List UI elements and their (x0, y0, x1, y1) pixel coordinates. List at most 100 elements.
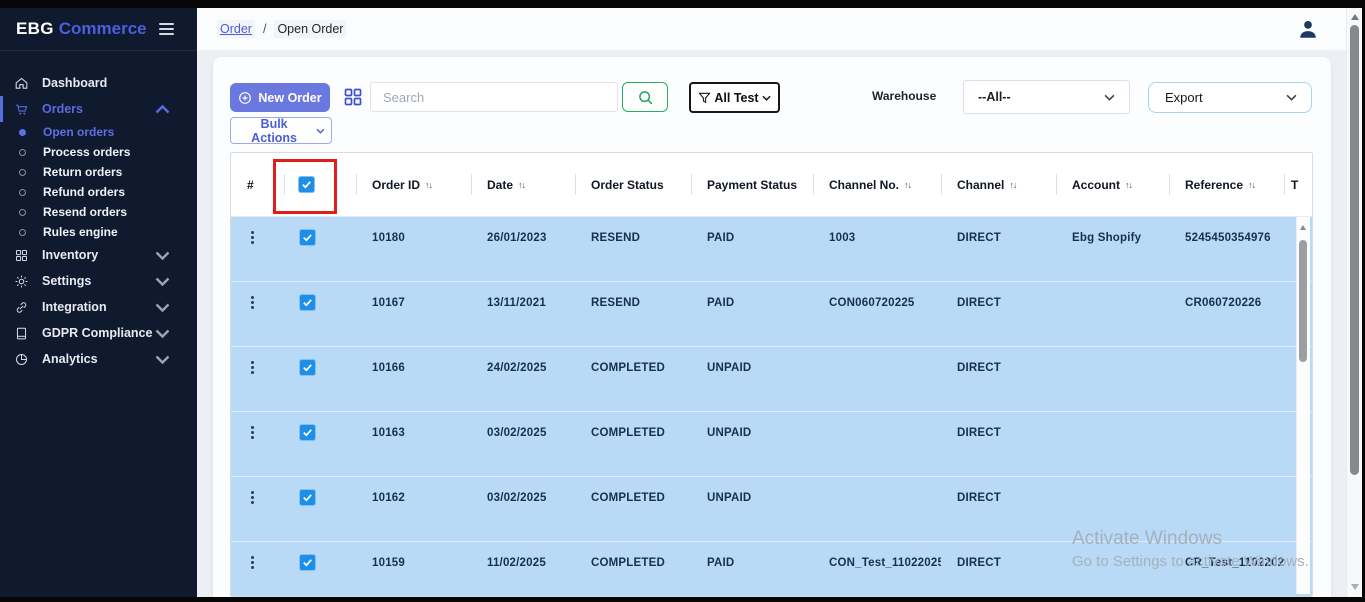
sort-arrows-icon[interactable]: ↑↓ (1125, 179, 1133, 190)
cell-date: 26/01/2023 (487, 232, 547, 244)
bulk-actions-button[interactable]: Bulk Actions (230, 117, 332, 145)
user-avatar-icon[interactable] (1297, 18, 1319, 40)
search-button[interactable] (622, 82, 668, 112)
kebab-menu-icon[interactable] (251, 361, 254, 364)
topbar: Order / Open Order (197, 8, 1346, 50)
row-checkbox[interactable] (299, 294, 316, 311)
column-header-reference[interactable]: Reference ↑↓ (1169, 153, 1284, 216)
kebab-menu-icon[interactable] (251, 491, 254, 494)
sort-arrows-icon[interactable]: ↑↓ (518, 179, 526, 190)
logo: EBG Commerce (0, 8, 197, 51)
scroll-up-arrow-icon[interactable] (1351, 14, 1359, 20)
table-scrollbar[interactable] (1296, 217, 1310, 594)
sidebar-item-analytics[interactable]: Analytics (0, 346, 197, 372)
cell-reference: CR060720226 (1185, 297, 1262, 309)
row-checkbox[interactable] (299, 229, 316, 246)
breadcrumb-order-link[interactable]: Order (217, 20, 255, 38)
cell-account (1056, 347, 1169, 411)
breadcrumb: Order / Open Order (217, 8, 347, 50)
table-row[interactable]: 10167 13/11/2021 RESEND PAID CON06072022… (231, 281, 1312, 346)
table-row[interactable]: 10163 03/02/2025 COMPLETED UNPAID DIRECT (231, 411, 1312, 476)
sidebar-item-resend-orders[interactable]: Resend orders (0, 202, 197, 222)
cell-order-id: 10180 (372, 232, 405, 244)
sidebar-item-process-orders[interactable]: Process orders (0, 142, 197, 162)
grid-view-icon[interactable] (344, 88, 362, 106)
cell-payment-status: UNPAID (707, 427, 752, 439)
cell-account (1056, 477, 1169, 541)
search-input[interactable] (370, 82, 618, 112)
document-icon (16, 327, 27, 339)
table-header: # Order ID ↑↓ Date ↑↓ Order Status Payment… (231, 153, 1312, 217)
sort-arrows-icon[interactable]: ↑↓ (1248, 179, 1256, 190)
sidebar-item-gdpr-compliance[interactable]: GDPR Compliance (0, 320, 197, 346)
kebab-menu-icon[interactable] (251, 231, 254, 234)
cell-reference (1169, 347, 1284, 411)
sidebar-item-open-orders[interactable]: Open orders (0, 122, 197, 142)
cell-order-status: RESEND (591, 297, 641, 309)
sidebar-item-rules-engine[interactable]: Rules engine (0, 222, 197, 242)
sidebar-item-integration[interactable]: Integration (0, 294, 197, 320)
sidebar-item-dashboard[interactable]: Dashboard (0, 70, 197, 96)
table-row[interactable]: 10166 24/02/2025 COMPLETED UNPAID DIRECT (231, 346, 1312, 411)
row-checkbox[interactable] (299, 359, 316, 376)
bullet-icon (19, 188, 26, 196)
sort-arrows-icon[interactable]: ↑↓ (425, 179, 433, 190)
bullet-icon (19, 228, 26, 236)
row-checkbox[interactable] (299, 424, 316, 441)
column-header-channel-no[interactable]: Channel No. ↑↓ (813, 153, 941, 216)
cell-account (1056, 542, 1169, 596)
column-header-payment-status: Payment Status (691, 153, 813, 216)
kebab-menu-icon[interactable] (251, 556, 254, 559)
kebab-menu-icon[interactable] (251, 426, 254, 429)
scroll-down-arrow-icon[interactable] (1351, 584, 1359, 590)
row-actions-cell (231, 282, 284, 346)
column-header-account[interactable]: Account ↑↓ (1056, 153, 1169, 216)
cell-order-id: 10163 (372, 427, 405, 439)
sidebar-item-settings[interactable]: Settings (0, 268, 197, 294)
table-scrollbar-thumb[interactable] (1299, 240, 1307, 362)
sort-arrows-icon[interactable]: ↑↓ (904, 179, 912, 190)
bullet-icon (19, 148, 26, 156)
row-checkbox[interactable] (299, 554, 316, 571)
page-scrollbar-thumb[interactable] (1350, 25, 1359, 475)
column-header-channel[interactable]: Channel ↑↓ (941, 153, 1056, 216)
cell-order-status: COMPLETED (591, 557, 665, 569)
window-top-edge (0, 0, 1365, 8)
warehouse-select[interactable]: --All-- (963, 80, 1130, 114)
cell-order-id: 10162 (372, 492, 405, 504)
column-header-date[interactable]: Date ↑↓ (471, 153, 575, 216)
sort-arrows-icon[interactable]: ↑↓ (1009, 179, 1017, 190)
chevron-down-icon (155, 274, 183, 289)
select-all-checkbox[interactable] (298, 176, 315, 193)
orders-table: # Order ID ↑↓ Date ↑↓ Order Status Payment… (230, 152, 1313, 597)
sidebar-item-inventory[interactable]: Inventory (0, 242, 197, 268)
table-row[interactable]: 10162 03/02/2025 COMPLETED UNPAID DIRECT (231, 476, 1312, 541)
main-content: New Order All Test Warehouse --All-- Exp… (197, 50, 1346, 597)
sidebar-item-orders[interactable]: Orders (0, 96, 197, 122)
cell-account (1056, 412, 1169, 476)
hamburger-menu-icon[interactable] (158, 23, 174, 35)
chevron-down-icon (155, 352, 183, 367)
sidebar-item-return-orders[interactable]: Return orders (0, 162, 197, 182)
cell-date: 24/02/2025 (487, 362, 547, 374)
export-select[interactable]: Export (1148, 82, 1312, 113)
table-row[interactable]: 10180 26/01/2023 RESEND PAID 1003 DIRECT… (231, 217, 1312, 281)
plus-circle-icon (239, 91, 252, 104)
sidebar-item-label: Dashboard (42, 76, 108, 90)
new-order-button[interactable]: New Order (230, 83, 330, 112)
table-row[interactable]: 10159 11/02/2025 COMPLETED PAID CON_Test… (231, 541, 1312, 596)
page-scrollbar[interactable] (1346, 8, 1363, 597)
chevron-down-icon (762, 95, 771, 101)
link-icon (16, 301, 27, 313)
row-select-cell (284, 282, 356, 346)
row-checkbox[interactable] (299, 489, 316, 506)
kebab-menu-icon[interactable] (251, 296, 254, 299)
bullet-icon (19, 168, 26, 176)
cell-reference: 5245450354976 (1185, 232, 1271, 244)
column-header-order-id[interactable]: Order ID ↑↓ (356, 153, 471, 216)
row-select-cell (284, 412, 356, 476)
sidebar-item-refund-orders[interactable]: Refund orders (0, 182, 197, 202)
scroll-up-arrow-icon[interactable] (1300, 225, 1306, 230)
filter-all-test-button[interactable]: All Test (689, 82, 780, 113)
row-actions-cell (231, 542, 284, 596)
